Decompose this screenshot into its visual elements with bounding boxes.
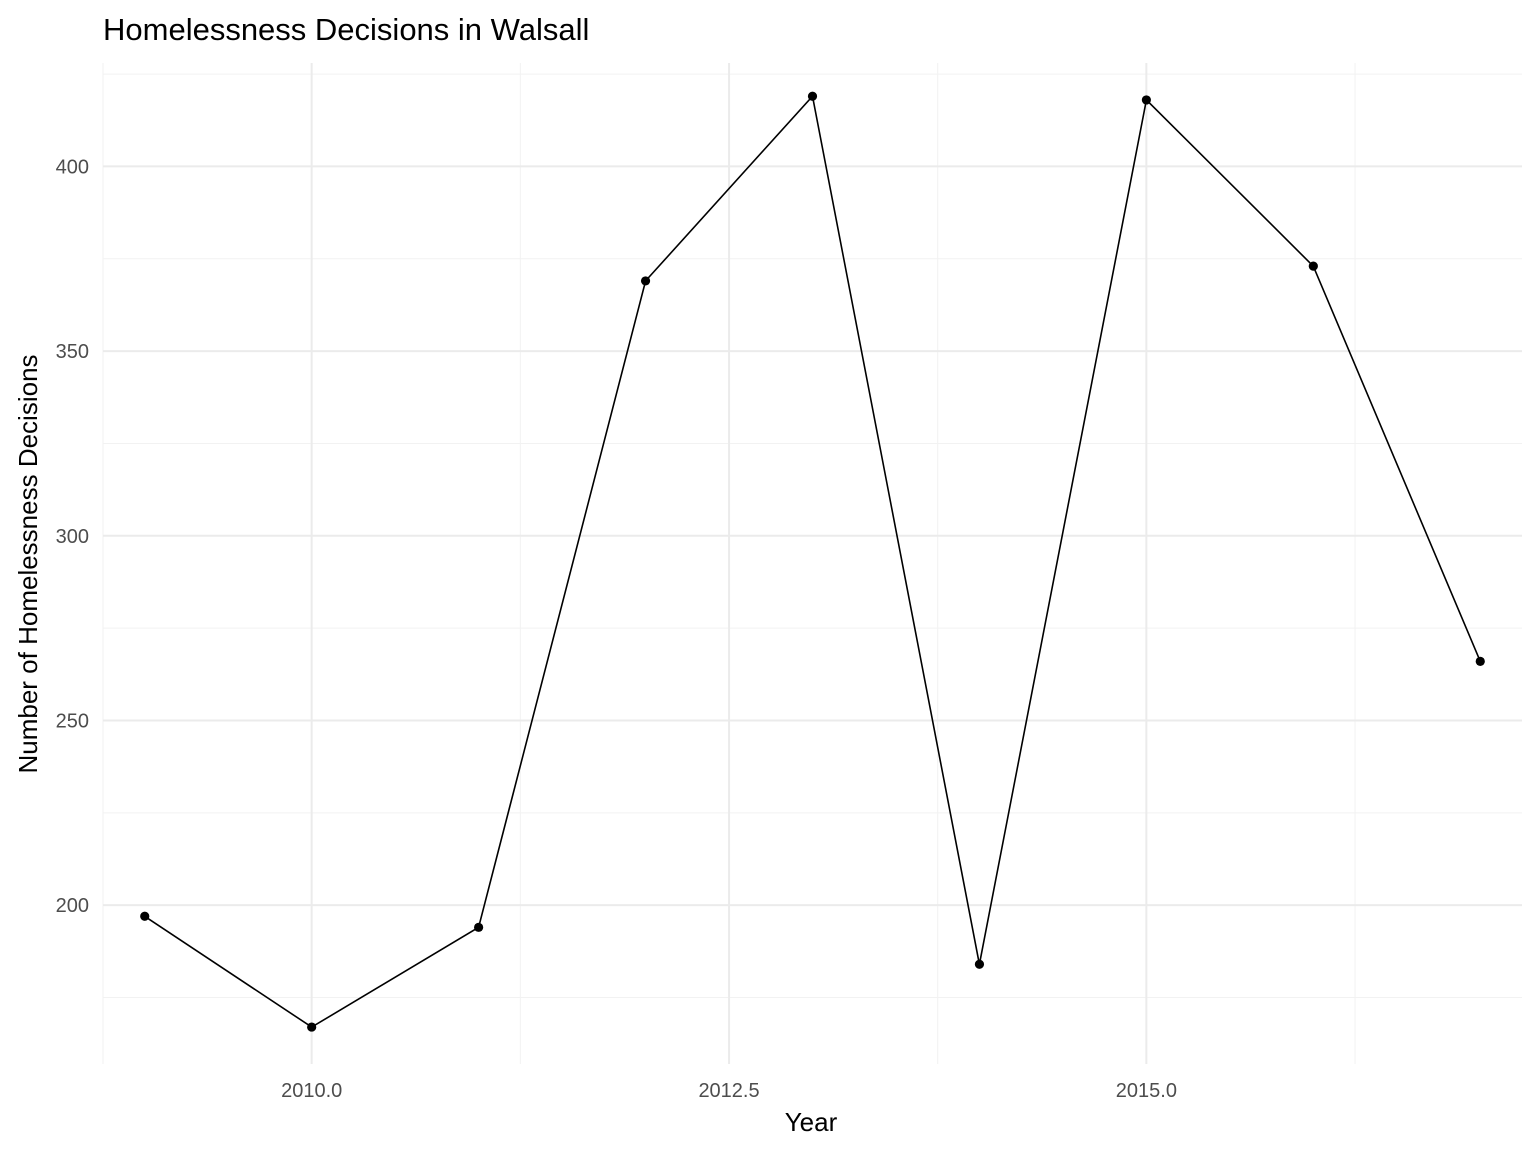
minor-gridlines [102,63,1522,1064]
y-axis-title: Number of Homelessness Decisions [13,354,43,773]
x-tick-label: 2015.0 [1116,1080,1177,1102]
data-point [1308,261,1318,271]
x-tick-label: 2010.0 [281,1080,342,1102]
x-tick-label: 2012.5 [698,1080,759,1102]
data-point [1141,95,1151,105]
data-point [474,922,484,932]
data-point [974,959,985,969]
y-tick-label: 300 [56,526,89,548]
y-tick-label: 250 [56,710,89,732]
chart-title: Homelessness Decisions in Walsall [103,12,589,47]
data-point [1475,656,1485,666]
x-tick-labels: 2010.0 2012.5 2015.0 [281,1080,1177,1102]
major-gridlines [103,63,1522,1064]
data-point [307,1022,317,1032]
y-tick-label: 200 [56,895,89,917]
data-point [140,911,150,921]
y-tick-label: 400 [56,156,89,178]
data-point [640,276,651,286]
y-tick-labels: 200 250 300 350 400 [56,156,89,917]
series-line [144,94,1482,1029]
x-axis-title: Year [785,1107,838,1137]
y-tick-label: 350 [56,341,89,363]
series-layer [140,91,1485,1032]
data-point [807,91,818,101]
